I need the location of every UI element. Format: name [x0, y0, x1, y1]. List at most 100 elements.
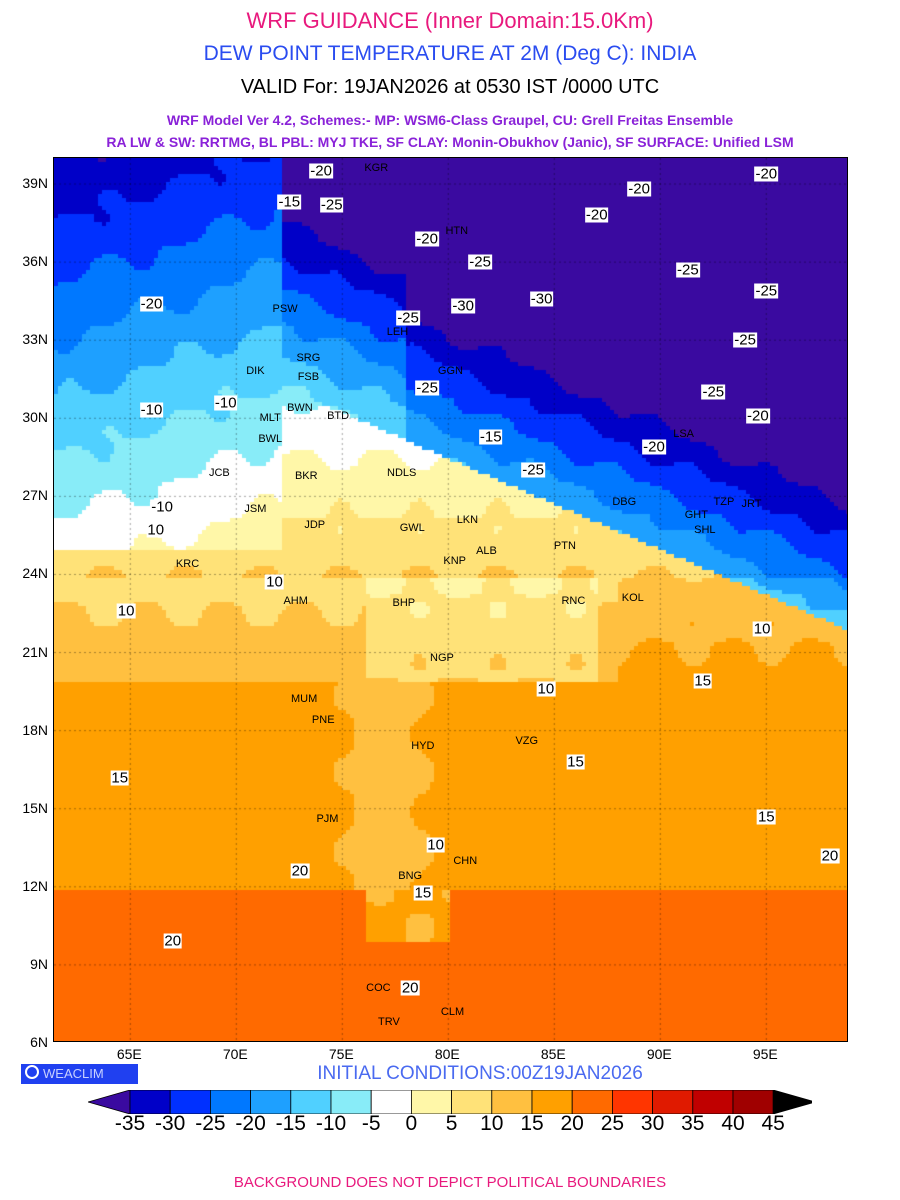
city-label: ALB [476, 545, 497, 558]
city-label: BWL [258, 433, 283, 446]
contour-label: 10 [265, 573, 284, 591]
weaclim-logo: WEACLIM [21, 1064, 138, 1084]
lat-tick-label: 12N [22, 877, 48, 894]
contour-label: -20 [139, 295, 164, 313]
subtitle: DEW POINT TEMPERATURE AT 2M (Deg C): IND… [203, 42, 697, 65]
contour-label: -25 [468, 253, 492, 271]
colorbar-swatch [169, 1090, 211, 1114]
city-label: BWN [287, 401, 313, 414]
colorbar-swatch [652, 1090, 694, 1114]
copyright-icon [25, 1065, 39, 1079]
contour-label: 20 [163, 932, 183, 950]
city-label: JCB [208, 466, 230, 479]
contour-label: -25 [396, 309, 420, 327]
city-label: SRG [296, 352, 321, 365]
lon-tick-label: 75E [328, 1046, 354, 1062]
city-label: VZG [515, 735, 539, 748]
contour-label: 10 [536, 680, 556, 698]
contour-label: -15 [478, 428, 503, 445]
contour-label: -15 [277, 193, 302, 211]
contour-label: -25 [415, 379, 439, 397]
colorbar-label: 15 [520, 1112, 544, 1135]
city-label: CLM [440, 1005, 465, 1018]
city-label: KGR [364, 162, 389, 175]
city-label: LEH [386, 326, 409, 339]
colorbar-label: 30 [640, 1112, 665, 1135]
contour-label: 20 [400, 979, 420, 997]
city-label: DBG [612, 495, 637, 508]
colorbar-underflow-arrow [88, 1090, 131, 1114]
colorbar-swatch [451, 1090, 493, 1114]
colorbar-label: -35 [114, 1112, 146, 1135]
dew-point-map: KGR HTN PSW LEH SRG FSB DIK MLT BWN BWL BTD NDLS JCB… [53, 157, 848, 1042]
city-label: TZP [713, 495, 735, 508]
colorbar-label: 45 [761, 1112, 785, 1135]
lat-tick-label: 24N [22, 565, 48, 582]
lat-tick-label: 36N [22, 253, 48, 270]
contour-label: 20 [290, 862, 310, 880]
city-label: GGN [437, 365, 463, 378]
lon-tick-label: 85E [540, 1046, 566, 1062]
colorbar-label: -5 [361, 1112, 381, 1135]
city-label: MLT [259, 412, 281, 425]
city-label: KOL [621, 591, 644, 604]
city-label: JDP [304, 519, 326, 531]
city-label: BKR [294, 469, 318, 482]
lat-tick-label: 33N [22, 331, 48, 348]
contour-label: 20 [820, 847, 840, 865]
lat-tick-label: 21N [22, 643, 48, 660]
colorbar-label: -20 [235, 1112, 266, 1135]
colorbar-swatch [732, 1090, 774, 1114]
colorbar-overflow-arrow [772, 1090, 812, 1114]
contour-label: 10 [426, 836, 445, 854]
colorbar-label: 20 [560, 1112, 584, 1135]
city-label: LSA [673, 427, 695, 440]
contour-label: -25 [521, 461, 545, 479]
contour-label: -10 [213, 394, 238, 412]
colorbar-swatch [410, 1090, 452, 1114]
contour-label: 10 [146, 521, 166, 539]
colorbar-swatch [250, 1090, 292, 1114]
contour-label: -20 [642, 438, 666, 456]
city-label: JSM [244, 503, 267, 516]
city-label: HYD [411, 740, 435, 753]
disclaimer: BACKGROUND DOES NOT DEPICT POLITICAL BOU… [233, 1174, 667, 1191]
colorbar [88, 1090, 812, 1114]
colorbar-label: 0 [405, 1112, 418, 1135]
city-label: BTD [327, 409, 350, 422]
lon-tick-label: 80E [434, 1046, 460, 1062]
contour-label: -20 [627, 180, 651, 198]
colorbar-label: -30 [155, 1112, 186, 1135]
logo-text: WEACLIM [43, 1066, 104, 1081]
colorbar-label: -25 [195, 1112, 226, 1135]
colorbar-swatch [571, 1090, 613, 1114]
colorbar-swatch [531, 1090, 573, 1114]
city-label: BNG [398, 870, 423, 883]
lon-tick-label: 90E [646, 1046, 672, 1062]
city-label: COC [366, 982, 391, 995]
contour-label: -30 [529, 290, 554, 308]
colorbar-label: 35 [681, 1112, 705, 1135]
colorbar-swatch [210, 1090, 252, 1114]
contour-label: -25 [733, 331, 757, 349]
city-label: MUM [291, 693, 318, 706]
contour-label: -10 [150, 498, 174, 516]
colorbar-label: 10 [480, 1112, 504, 1135]
contour-label: -30 [451, 297, 475, 315]
city-label: HTN [445, 224, 469, 237]
colorbar-swatch [330, 1090, 372, 1114]
colorbar-swatch [129, 1090, 171, 1114]
model-info-1: WRF Model Ver 4.2, Schemes:- MP: WSM6-Cl… [166, 112, 734, 128]
title: WRF GUIDANCE (Inner Domain:15.0Km) [246, 8, 654, 33]
dew-point-field [54, 158, 847, 1041]
lon-tick-label: 95E [752, 1046, 778, 1062]
lon-tick-label: 65E [116, 1046, 142, 1062]
city-label: PTN [553, 539, 576, 552]
contour-label: 15 [566, 753, 585, 771]
city-label: GHT [684, 508, 708, 521]
city-label: JRT [741, 498, 762, 511]
lat-tick-label: 9N [30, 955, 48, 972]
lon-tick-label: 70E [222, 1046, 248, 1062]
colorbar-swatch [491, 1090, 533, 1114]
contour-label: 15 [413, 884, 433, 902]
